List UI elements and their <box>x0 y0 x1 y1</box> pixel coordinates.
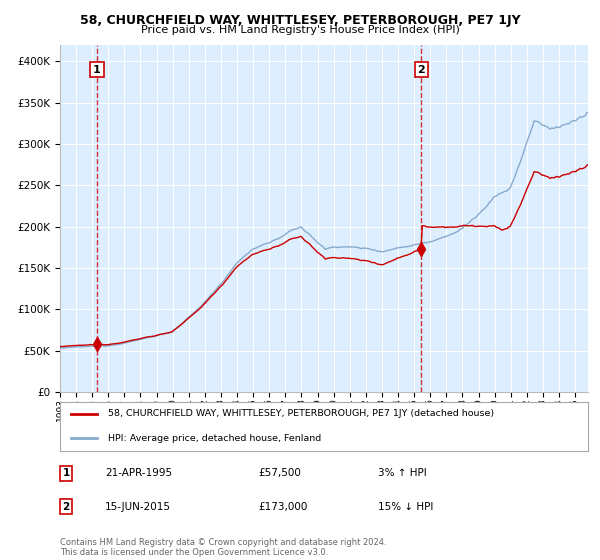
Text: £57,500: £57,500 <box>258 468 301 478</box>
Text: 1: 1 <box>93 64 101 74</box>
Text: 58, CHURCHFIELD WAY, WHITTLESEY, PETERBOROUGH, PE7 1JY (detached house): 58, CHURCHFIELD WAY, WHITTLESEY, PETERBO… <box>107 409 494 418</box>
Text: 15-JUN-2015: 15-JUN-2015 <box>105 502 171 512</box>
Text: 58, CHURCHFIELD WAY, WHITTLESEY, PETERBOROUGH, PE7 1JY: 58, CHURCHFIELD WAY, WHITTLESEY, PETERBO… <box>80 14 520 27</box>
Text: 3% ↑ HPI: 3% ↑ HPI <box>378 468 427 478</box>
Text: 15% ↓ HPI: 15% ↓ HPI <box>378 502 433 512</box>
Text: 21-APR-1995: 21-APR-1995 <box>105 468 172 478</box>
Text: 2: 2 <box>418 64 425 74</box>
Text: £173,000: £173,000 <box>258 502 307 512</box>
Text: Price paid vs. HM Land Registry's House Price Index (HPI): Price paid vs. HM Land Registry's House … <box>140 25 460 35</box>
Text: HPI: Average price, detached house, Fenland: HPI: Average price, detached house, Fenl… <box>107 434 321 443</box>
Text: Contains HM Land Registry data © Crown copyright and database right 2024.
This d: Contains HM Land Registry data © Crown c… <box>60 538 386 557</box>
Text: 2: 2 <box>62 502 70 512</box>
Text: 1: 1 <box>62 468 70 478</box>
